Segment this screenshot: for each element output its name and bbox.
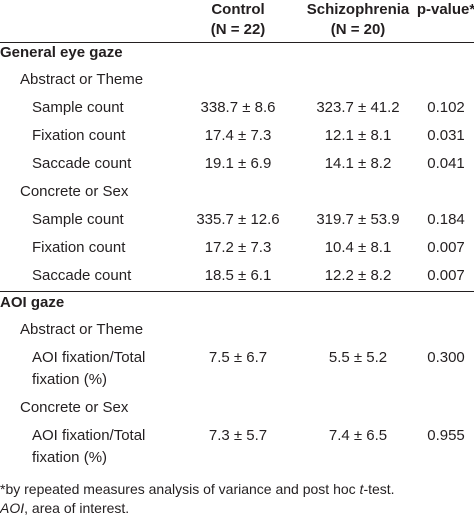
footnote-text: -test. — [363, 481, 395, 497]
group-title: Abstract or Theme — [20, 71, 144, 88]
cell-value: 7.4 ± 6.5 — [328, 427, 388, 444]
cell-value: 0.007 — [427, 267, 465, 284]
footnote: *by repeated measures analysis of varian… — [0, 480, 395, 498]
cell-value: 18.5 ± 6.1 — [204, 267, 272, 284]
cell-value: 7.3 ± 5.7 — [208, 427, 268, 444]
footnote-text: AOI — [0, 500, 25, 516]
cell-value: 0.007 — [427, 239, 465, 256]
row-label: Fixation count — [32, 127, 126, 144]
section-title: General eye gaze — [0, 44, 123, 61]
column-header: Schizophrenia — [306, 1, 410, 18]
row-label: Sample count — [32, 99, 124, 116]
cell-value: 319.7 ± 53.9 — [316, 211, 400, 228]
row-label: Sample count — [32, 211, 124, 228]
cell-value: 19.1 ± 6.9 — [204, 155, 272, 172]
footnote-text: t — [359, 481, 364, 497]
cell-value: 10.4 ± 8.1 — [324, 239, 392, 256]
cell-value: 7.5 ± 6.7 — [208, 349, 268, 366]
row-label: Saccade count — [32, 155, 132, 172]
footnote-text: , area of interest. — [24, 500, 130, 516]
cell-value: 0.031 — [427, 127, 465, 144]
row-label: AOI fixation/Total — [32, 427, 146, 444]
cell-value: 12.1 ± 8.1 — [324, 127, 392, 144]
column-header: (N = 22) — [210, 21, 266, 38]
section-title: AOI gaze — [0, 294, 65, 311]
group-title: Concrete or Sex — [20, 399, 129, 416]
row-label: fixation (%) — [32, 449, 108, 466]
section-rule — [0, 291, 474, 292]
row-label: fixation (%) — [32, 371, 108, 388]
cell-value: 17.4 ± 7.3 — [204, 127, 272, 144]
footnote: AOI, area of interest. — [0, 499, 129, 517]
cell-value: 0.955 — [427, 427, 465, 444]
group-title: Abstract or Theme — [20, 321, 144, 338]
column-header: p-value* — [416, 1, 474, 18]
footnote-text: *by repeated measures analysis of varian… — [0, 481, 360, 497]
row-label: Fixation count — [32, 239, 126, 256]
cell-value: 17.2 ± 7.3 — [204, 239, 272, 256]
cell-value: 0.041 — [427, 155, 465, 172]
cell-value: 0.102 — [427, 99, 465, 116]
cell-value: 12.2 ± 8.2 — [324, 267, 392, 284]
cell-value: 5.5 ± 5.2 — [328, 349, 388, 366]
group-title: Concrete or Sex — [20, 183, 129, 200]
row-label: AOI fixation/Total — [32, 349, 146, 366]
cell-value: 14.1 ± 8.2 — [324, 155, 392, 172]
cell-value: 338.7 ± 8.6 — [200, 99, 276, 116]
cell-value: 335.7 ± 12.6 — [196, 211, 280, 228]
row-label: Saccade count — [32, 267, 132, 284]
column-header: Control — [211, 1, 265, 18]
cell-value: 0.184 — [427, 211, 465, 228]
cell-value: 323.7 ± 41.2 — [316, 99, 400, 116]
column-header: (N = 20) — [330, 21, 386, 38]
header-rule — [0, 42, 474, 43]
cell-value: 0.300 — [427, 349, 465, 366]
